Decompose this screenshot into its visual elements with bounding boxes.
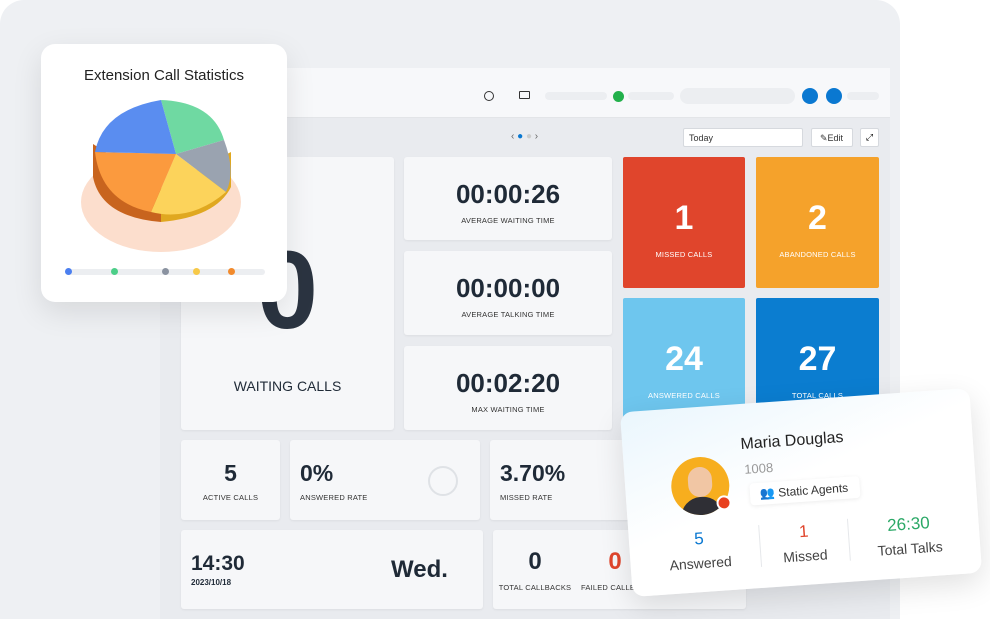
time-tile: 00:00:26 AVERAGE WAITING TIME bbox=[404, 157, 612, 240]
rate-value: 5 bbox=[224, 460, 237, 486]
agent-name: Maria Douglas bbox=[739, 428, 845, 454]
user-button[interactable] bbox=[826, 88, 842, 104]
pie-slice bbox=[176, 140, 231, 192]
pie-illustration bbox=[81, 100, 241, 252]
time-value: 00:00:00 bbox=[455, 273, 561, 303]
phone-button[interactable] bbox=[802, 88, 818, 104]
rate-label: ANSWERED RATE bbox=[300, 493, 368, 502]
page-dots[interactable]: ‹ ● ● › bbox=[511, 131, 539, 142]
edit-button[interactable]: ✎Edit bbox=[811, 128, 853, 147]
rate-value: 0% bbox=[300, 460, 334, 486]
agent-stat: 5 Answered bbox=[648, 526, 751, 575]
agent-stat-value: 26:30 bbox=[886, 513, 931, 536]
callback-value: 0 bbox=[528, 548, 542, 575]
missed-tile: 1 MISSED CALLS bbox=[623, 157, 745, 288]
tile-value: 1 bbox=[674, 199, 694, 237]
tile-value: 27 bbox=[798, 340, 837, 378]
legend-dot bbox=[162, 268, 169, 275]
agent-card: Maria Douglas 1008 👥 Static Agents 5 Answ… bbox=[619, 388, 983, 597]
monitor-icon[interactable] bbox=[519, 91, 530, 99]
legend-dot bbox=[65, 268, 72, 275]
clock-time: 14:30 bbox=[191, 552, 245, 575]
placeholder bbox=[545, 92, 607, 100]
agent-stat-value: 5 bbox=[693, 528, 705, 549]
agent-stat-label: Missed bbox=[782, 546, 829, 566]
fullscreen-button[interactable]: ⤢ bbox=[860, 128, 879, 147]
legend-row bbox=[65, 268, 265, 276]
time-label: AVERAGE WAITING TIME bbox=[461, 216, 555, 225]
agent-stat-value: 1 bbox=[798, 521, 810, 542]
help-icon[interactable] bbox=[484, 91, 494, 101]
status-ok bbox=[613, 91, 624, 102]
callback-label: TOTAL CALLBACKS bbox=[498, 583, 572, 592]
clock-date: 2023/10/18 bbox=[191, 578, 232, 587]
rate-tile: 0% ANSWERED RATE bbox=[290, 440, 480, 520]
time-tile: 00:00:00 AVERAGE TALKING TIME bbox=[404, 251, 612, 335]
avatar-face bbox=[687, 466, 714, 498]
pie-slice bbox=[95, 152, 176, 212]
agent-extension: 1008 bbox=[743, 459, 774, 477]
agent-group-text: Static Agents bbox=[777, 480, 849, 500]
tile-label: TOTAL CALLS bbox=[791, 391, 844, 400]
time-label: MAX WAITING TIME bbox=[471, 405, 545, 414]
agent-stat-label: Answered bbox=[669, 553, 733, 574]
agent-stat: 26:30 Total Talks bbox=[858, 511, 961, 560]
pie-slice bbox=[161, 100, 224, 154]
callback-label: FAILED CALLBACKS bbox=[581, 583, 657, 592]
time-label: AVERAGE TALKING TIME bbox=[461, 310, 555, 319]
callback-value: 0 bbox=[608, 548, 622, 575]
tile-value: 24 bbox=[665, 340, 703, 378]
pie-slice bbox=[95, 100, 176, 154]
date-filter-text: Today bbox=[689, 133, 714, 143]
stats-card: Extension Call Statistics bbox=[41, 44, 287, 302]
rate-label: MISSED RATE bbox=[500, 493, 553, 502]
abandoned-tile: 2 ABANDONED CALLS bbox=[756, 157, 879, 288]
pie-slice bbox=[151, 154, 226, 215]
stats-title: Extension Call Statistics bbox=[83, 67, 245, 84]
rate-tile: 5 ACTIVE CALLS bbox=[181, 440, 280, 520]
time-tile: 00:02:20 MAX WAITING TIME bbox=[404, 346, 612, 430]
rate-value: 3.70% bbox=[500, 460, 566, 486]
tile-value: 2 bbox=[808, 199, 827, 237]
rate-label: ACTIVE CALLS bbox=[202, 493, 259, 502]
rate-ring bbox=[428, 466, 458, 496]
placeholder bbox=[847, 92, 879, 100]
status-dot bbox=[716, 494, 733, 511]
agent-group: 👥 Static Agents bbox=[749, 475, 861, 506]
tile-label: ABANDONED CALLS bbox=[779, 250, 856, 259]
legend-dot bbox=[228, 268, 235, 275]
date-filter[interactable]: Today bbox=[683, 128, 803, 147]
search-box[interactable] bbox=[680, 88, 795, 104]
clock-tile: 14:30 2023/10/18 Wed. bbox=[181, 530, 483, 609]
time-value: 00:02:20 bbox=[455, 368, 561, 398]
legend-dot bbox=[193, 268, 200, 275]
rate-tile: 3.70% MISSED RATE bbox=[490, 440, 630, 520]
waiting-label: WAITING CALLS bbox=[233, 378, 342, 394]
clock-weekday: Wed. bbox=[391, 556, 448, 583]
agent-stat-label: Total Talks bbox=[877, 538, 944, 559]
placeholder bbox=[628, 92, 674, 100]
legend-dot bbox=[111, 268, 118, 275]
time-value: 00:00:26 bbox=[455, 179, 561, 209]
tile-label: MISSED CALLS bbox=[655, 250, 713, 259]
tile-label: ANSWERED CALLS bbox=[648, 391, 720, 400]
agent-stat: 1 Missed bbox=[758, 518, 851, 567]
edit-text: Edit bbox=[827, 133, 844, 143]
